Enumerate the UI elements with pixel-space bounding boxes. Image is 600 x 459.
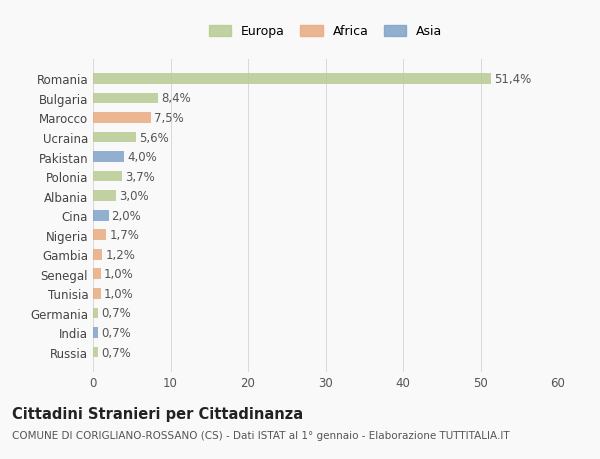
Text: 1,2%: 1,2% — [106, 248, 135, 261]
Text: 3,7%: 3,7% — [125, 170, 155, 183]
Bar — [93, 93, 158, 104]
Bar — [93, 152, 124, 162]
Text: 1,0%: 1,0% — [104, 287, 134, 300]
Bar — [93, 308, 98, 319]
Legend: Europa, Africa, Asia: Europa, Africa, Asia — [209, 25, 442, 38]
Bar — [93, 171, 122, 182]
Bar — [93, 210, 109, 221]
Text: 2,0%: 2,0% — [112, 209, 142, 222]
Text: 0,7%: 0,7% — [101, 307, 131, 320]
Bar — [93, 113, 151, 123]
Bar — [93, 269, 101, 280]
Bar — [93, 132, 136, 143]
Text: 3,0%: 3,0% — [119, 190, 149, 203]
Text: 0,7%: 0,7% — [101, 346, 131, 359]
Bar — [93, 327, 98, 338]
Bar — [93, 288, 101, 299]
Text: 7,5%: 7,5% — [154, 112, 184, 125]
Text: 1,7%: 1,7% — [109, 229, 139, 242]
Text: 0,7%: 0,7% — [101, 326, 131, 339]
Text: 51,4%: 51,4% — [494, 73, 532, 86]
Text: 5,6%: 5,6% — [139, 131, 169, 144]
Text: COMUNE DI CORIGLIANO-ROSSANO (CS) - Dati ISTAT al 1° gennaio - Elaborazione TUTT: COMUNE DI CORIGLIANO-ROSSANO (CS) - Dati… — [12, 431, 509, 441]
Text: Cittadini Stranieri per Cittadinanza: Cittadini Stranieri per Cittadinanza — [12, 406, 303, 421]
Text: 4,0%: 4,0% — [127, 151, 157, 164]
Bar — [93, 249, 102, 260]
Bar — [93, 191, 116, 202]
Bar — [93, 347, 98, 358]
Bar — [93, 74, 491, 84]
Bar — [93, 230, 106, 241]
Text: 1,0%: 1,0% — [104, 268, 134, 281]
Text: 8,4%: 8,4% — [161, 92, 191, 105]
